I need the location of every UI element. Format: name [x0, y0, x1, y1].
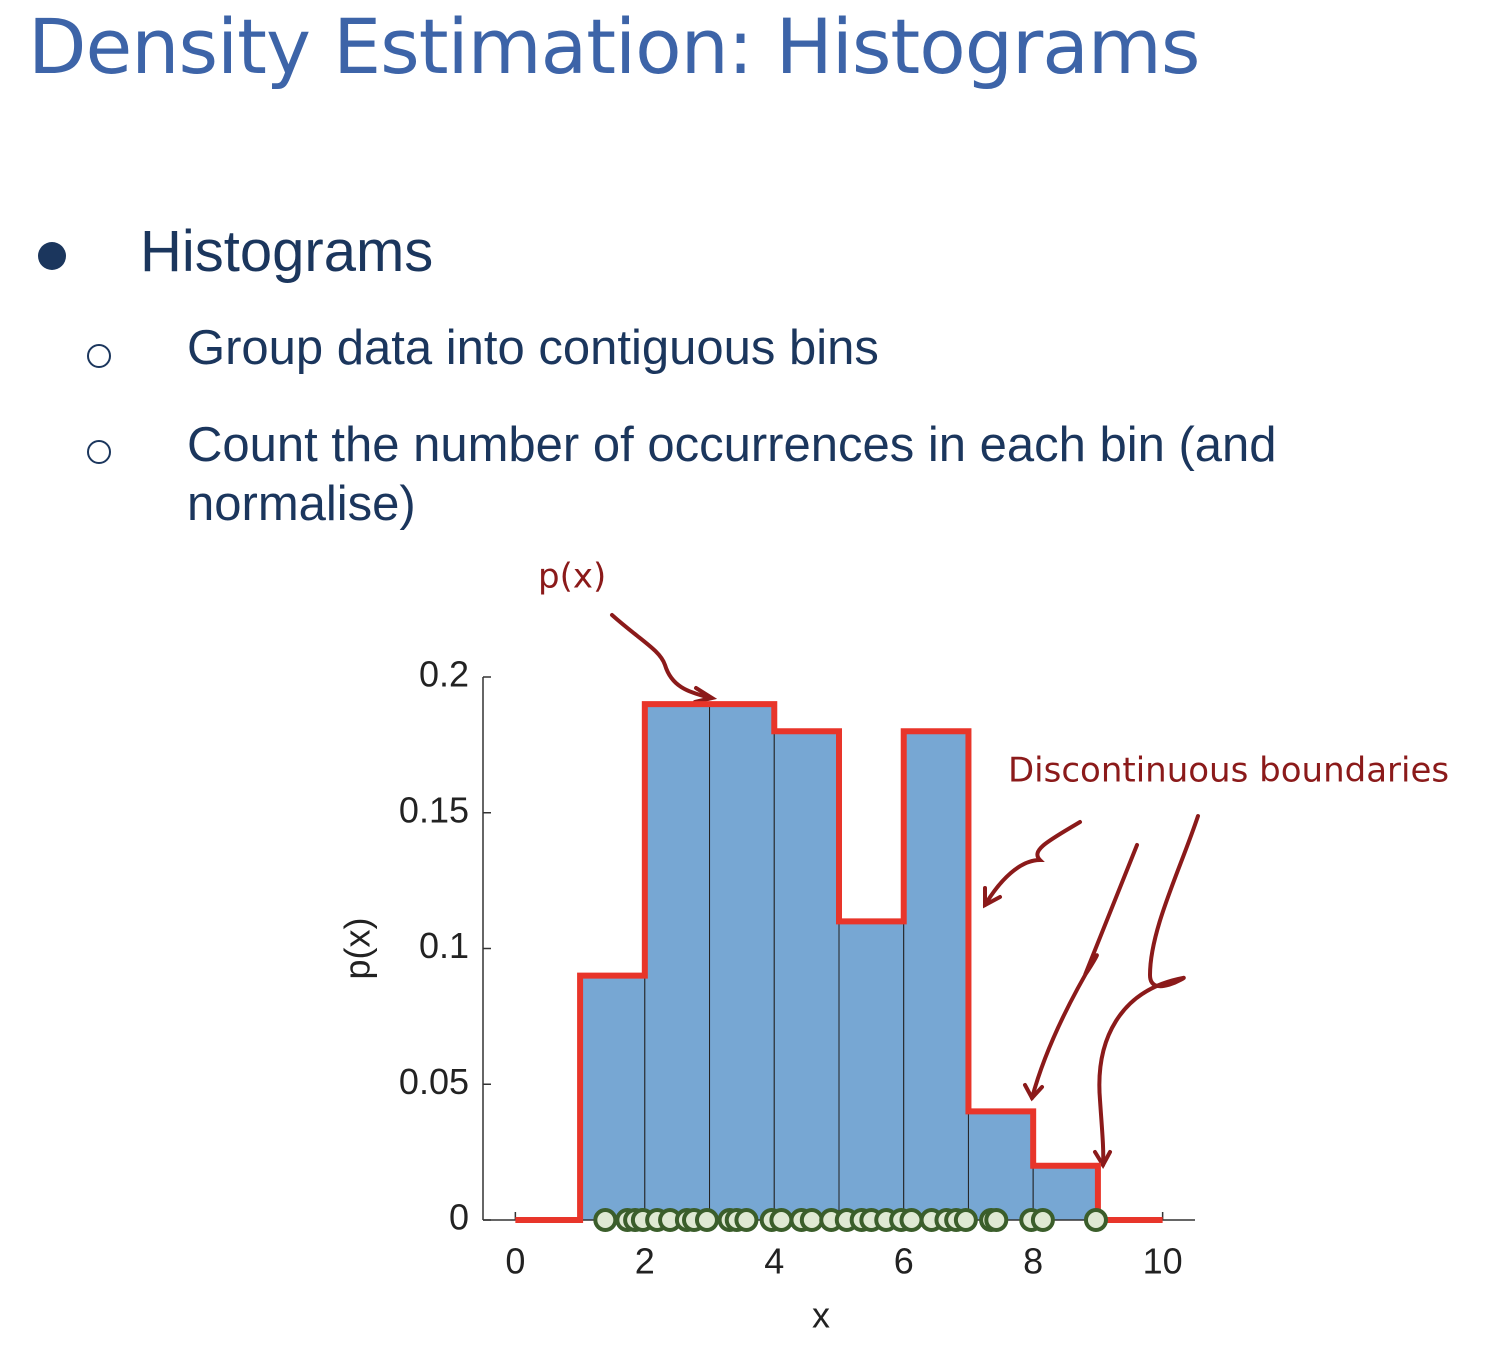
bar [579, 975, 646, 1221]
sub-bullet-text: Group data into contiguous bins [187, 321, 879, 375]
density-step-line [515, 701, 1163, 1223]
annotation: Discontinuous boundaries [1008, 751, 1449, 791]
y-tick-label: 0.15 [399, 789, 469, 830]
y-tick-label: 0 [449, 1197, 469, 1238]
data-point [769, 1208, 794, 1232]
data-point [899, 1208, 924, 1232]
data-point [799, 1208, 824, 1232]
y-tick-label: 0.05 [399, 1061, 469, 1102]
bar [838, 920, 905, 1221]
data-point [593, 1208, 618, 1232]
bar [644, 703, 711, 1221]
bullet-dot [38, 242, 66, 270]
sub-bullet-ring [87, 344, 111, 368]
slide-title: Density Estimation: Histograms [28, 2, 1200, 91]
data-point [734, 1208, 759, 1232]
sub-bullet-text: Count the number of occurrences in each … [187, 418, 1277, 531]
bar [773, 730, 840, 1221]
data-point [953, 1208, 978, 1232]
x-tick-label: 0 [505, 1241, 525, 1282]
x-tick-label: 4 [764, 1241, 784, 1282]
sub-bullet-ring [87, 440, 111, 464]
bar [967, 1110, 1034, 1221]
y-axis-label: p(x) [337, 918, 378, 980]
x-tick-label: 8 [1023, 1241, 1043, 1282]
bar [903, 730, 969, 1221]
bullet-text: Histograms [140, 219, 434, 284]
x-tick-label: 2 [635, 1241, 655, 1282]
x-tick-label: 6 [894, 1241, 914, 1282]
data-point [694, 1208, 719, 1232]
data-point [1030, 1208, 1055, 1232]
y-tick-label: 0.2 [419, 654, 469, 695]
x-axis-label: x [812, 1295, 830, 1336]
y-tick-label: 0.1 [419, 925, 469, 966]
bar [709, 703, 775, 1221]
x-tick-label: 10 [1143, 1241, 1183, 1282]
data-point [1083, 1208, 1108, 1232]
annotation: p(x) [538, 557, 606, 597]
data-point [984, 1208, 1009, 1232]
annotation-arrows [610, 613, 1200, 1170]
